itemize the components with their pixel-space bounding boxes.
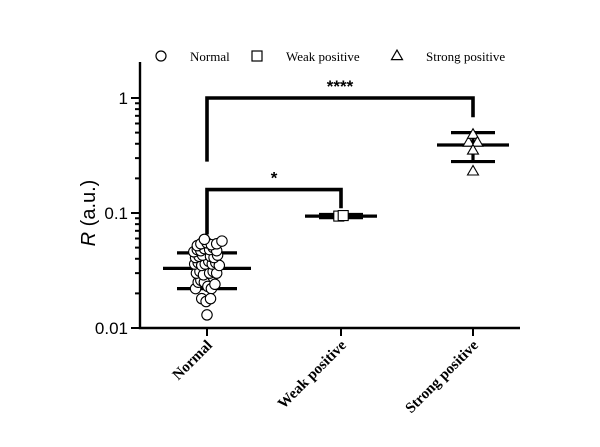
legend-item: Weak positive	[251, 49, 360, 64]
data-point	[337, 210, 349, 222]
y-tick-label: 0.01	[95, 319, 128, 338]
data-points	[188, 127, 484, 321]
data-point	[466, 143, 480, 155]
category-labels: Normal Weak positive Strong positive	[170, 337, 482, 416]
data-point	[466, 164, 480, 176]
data-point	[204, 292, 217, 305]
legend-label: Strong positive	[426, 49, 505, 64]
data-point	[462, 135, 476, 147]
x-category-label: Weak positive	[275, 337, 350, 412]
legend-marker	[155, 50, 167, 62]
data-point	[201, 309, 213, 321]
legend-item: Strong positive	[390, 48, 505, 64]
y-tick-label: 1	[119, 89, 128, 108]
data-point	[209, 278, 221, 291]
significance-label: *	[271, 169, 278, 188]
data-point	[466, 127, 480, 139]
legend: Normal Weak positive Strong positive	[155, 48, 505, 64]
data-point	[216, 235, 228, 247]
significance-bracket: ****	[205, 77, 475, 162]
axes: 0.01 0.1 1	[95, 62, 520, 338]
y-axis-label: R (a.u.)	[78, 180, 100, 247]
significance-brackets: *****	[205, 77, 475, 235]
y-tick-label: 0.1	[104, 204, 128, 223]
y-axis-label-unit: (a.u.)	[78, 180, 100, 232]
legend-label: Normal	[190, 49, 230, 64]
legend-item: Normal	[155, 49, 230, 64]
significance-bracket: *	[205, 169, 343, 235]
data-point	[470, 135, 484, 147]
significance-label: ****	[327, 77, 354, 96]
x-category-label: Normal	[170, 338, 216, 384]
legend-marker	[390, 48, 404, 61]
legend-label: Weak positive	[286, 49, 360, 64]
y-axis-label-variable: R	[78, 232, 100, 246]
bracket-line	[205, 187, 343, 235]
data-point	[198, 233, 211, 246]
legend-marker	[251, 50, 263, 62]
bracket-line	[205, 96, 475, 162]
x-category-label: Strong positive	[403, 337, 482, 416]
